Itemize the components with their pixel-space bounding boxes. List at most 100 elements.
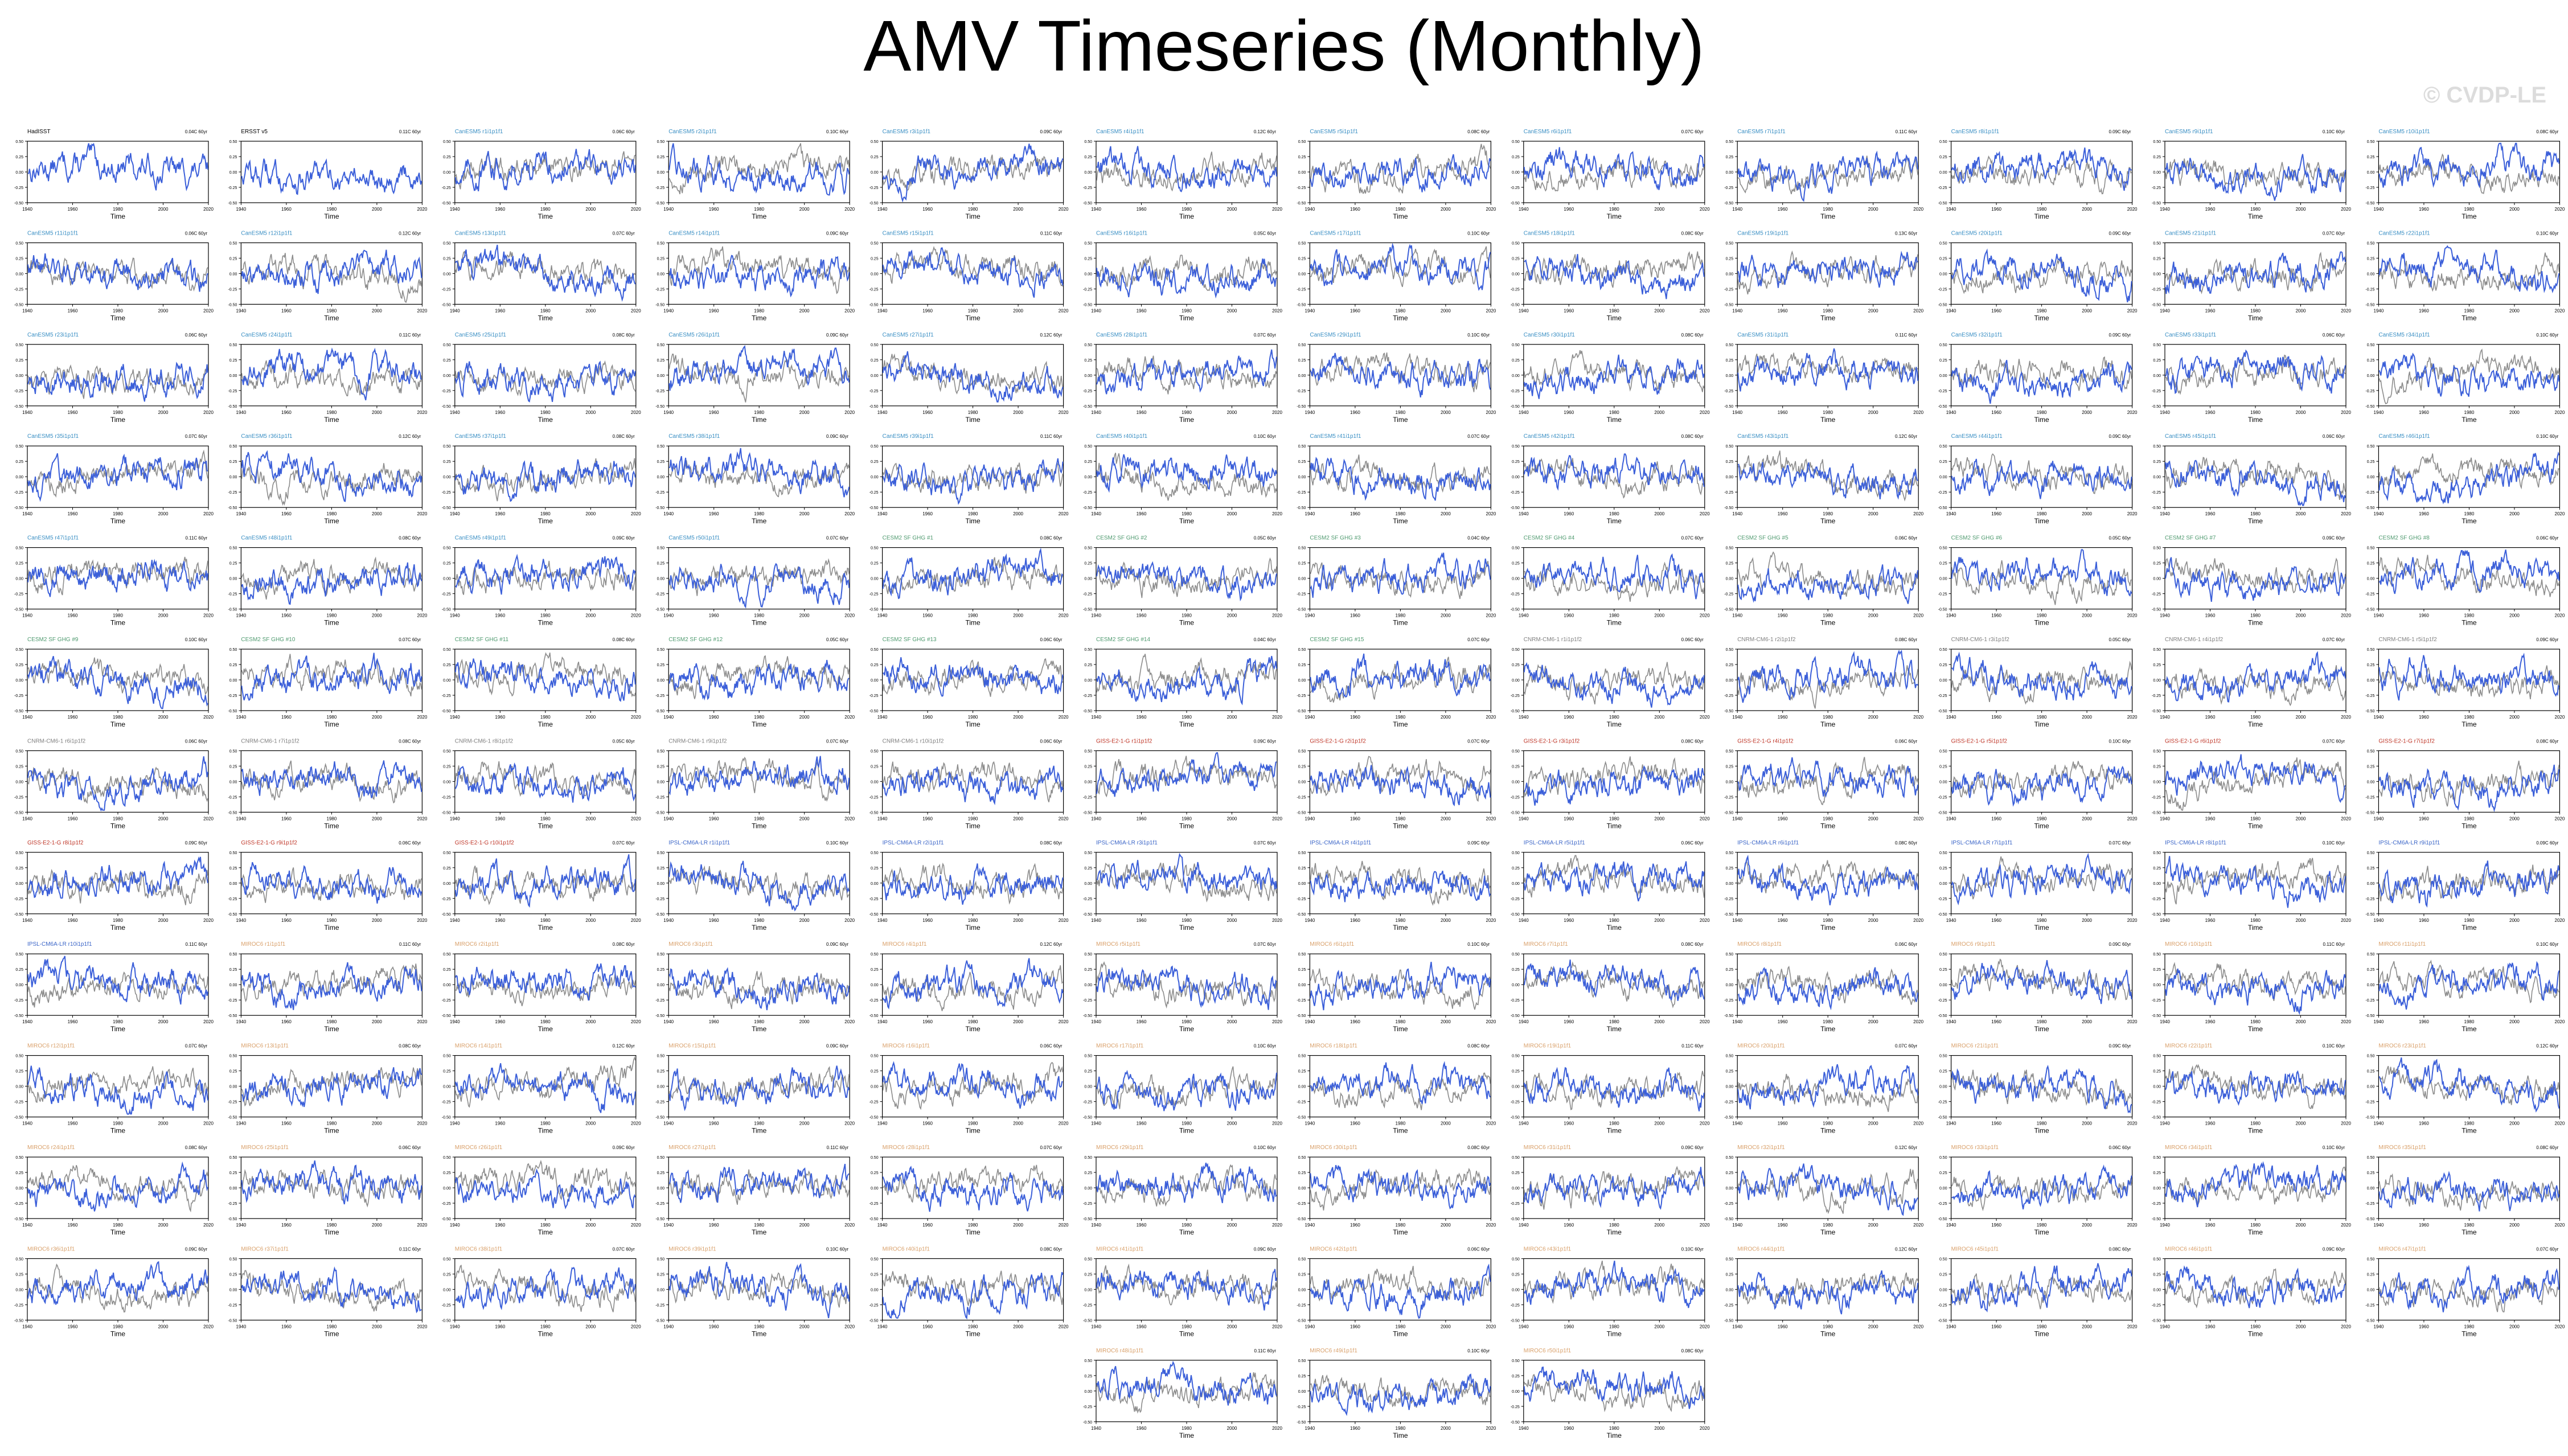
model-series-line xyxy=(882,1272,1064,1320)
panel-frame xyxy=(1523,141,1705,203)
x-tick-label: 2020 xyxy=(2127,207,2138,212)
y-tick-label: 0.00 xyxy=(443,374,451,378)
panel-stat: 0.11C 60yr xyxy=(1896,333,1918,338)
x-tick-label: 1940 xyxy=(450,613,460,618)
panel-title: MIROC6 r27i1p1f1 xyxy=(668,1145,716,1151)
y-tick-label: 0.50 xyxy=(443,241,451,245)
y-tick-label: -0.25 xyxy=(442,999,451,1003)
x-tick-label: 2020 xyxy=(1059,308,1069,313)
y-tick-label: 0.50 xyxy=(2367,851,2375,855)
x-tick-label: 2020 xyxy=(2127,1223,2138,1228)
panel-title: CanESM5 r8i1p1f1 xyxy=(1951,129,2000,135)
timeseries-panel: CanESM5 r37i1p1f1 0.08C 60yr0.500.250.00-… xyxy=(442,433,641,525)
x-tick-label: 2020 xyxy=(2555,207,2565,212)
y-tick-label: -0.50 xyxy=(14,202,23,206)
y-tick-label: 0.25 xyxy=(2367,1273,2375,1277)
y-tick-label: 0.00 xyxy=(1298,679,1306,683)
y-tick-label: 0.25 xyxy=(1298,1070,1306,1074)
timeseries-panel: CanESM5 r2i1p1f1 0.10C 60yr0.500.250.00-0… xyxy=(655,129,855,220)
y-tick-label: 0.50 xyxy=(1298,241,1306,245)
y-tick-label: -0.50 xyxy=(442,506,451,510)
x-tick-label: 1980 xyxy=(968,1019,978,1024)
timeseries-panel: MIROC6 r25i1p1f1 0.06C 60yr0.500.250.00-0… xyxy=(228,1145,427,1236)
x-tick-label: 2020 xyxy=(1059,816,1069,821)
y-tick-label: -0.25 xyxy=(1938,186,1947,190)
x-tick-label: 1980 xyxy=(1823,715,1833,720)
x-tick-label: 2000 xyxy=(372,1324,382,1329)
y-tick-label: -0.50 xyxy=(14,913,23,917)
y-tick-label: -0.25 xyxy=(2152,999,2161,1003)
y-tick-label: -0.50 xyxy=(228,202,237,206)
x-tick-label: 2000 xyxy=(585,1223,596,1228)
x-tick-label: 1960 xyxy=(1137,308,1147,313)
panel-title: CanESM5 r2i1p1f1 xyxy=(668,129,717,135)
x-tick-label: 2000 xyxy=(2296,715,2306,720)
y-tick-label: 0.25 xyxy=(2367,1070,2375,1074)
x-axis-label: Time xyxy=(324,619,339,627)
x-tick-label: 2000 xyxy=(1868,1121,1878,1126)
watermark: © CVDP-LE xyxy=(2423,83,2546,108)
model-series-line xyxy=(2165,154,2346,201)
y-tick-label: 0.00 xyxy=(229,983,237,987)
y-tick-label: -0.50 xyxy=(442,1319,451,1323)
y-tick-label: 0.00 xyxy=(15,1187,23,1191)
model-series-line xyxy=(1523,354,1705,399)
timeseries-panel: MIROC6 r46i1p1f1 0.09C 60yr0.500.250.00-0… xyxy=(2152,1246,2351,1338)
x-axis-label: Time xyxy=(538,924,553,932)
x-tick-label: 1960 xyxy=(1991,1019,2001,1024)
x-tick-label: 2020 xyxy=(1486,308,1496,313)
panel-stat: 0.11C 60yr xyxy=(185,536,207,541)
x-tick-label: 1960 xyxy=(2419,410,2429,415)
model-series-line xyxy=(27,142,208,191)
x-tick-label: 2000 xyxy=(585,1019,596,1024)
y-tick-label: 0.25 xyxy=(443,562,451,566)
y-tick-label: -0.50 xyxy=(1511,608,1520,612)
x-tick-label: 2020 xyxy=(631,207,641,212)
timeseries-panel: CESM2 SF GHG #6 0.05C 60yr0.500.250.00-0.… xyxy=(1938,535,2138,627)
y-tick-label: 0.50 xyxy=(2153,648,2161,652)
panel-title: MIROC6 r4i1p1f1 xyxy=(883,941,927,948)
x-axis-label: Time xyxy=(2462,720,2477,728)
y-tick-label: 0.25 xyxy=(15,359,23,363)
panel-title: MIROC6 r35i1p1f1 xyxy=(2378,1145,2426,1151)
timeseries-panel: CanESM5 r43i1p1f1 0.12C 60yr0.500.250.00-… xyxy=(1724,433,1923,525)
y-tick-label: 0.00 xyxy=(1726,374,1734,378)
panel-stat: 0.07C 60yr xyxy=(185,1044,207,1049)
x-tick-label: 1980 xyxy=(1823,613,1833,618)
x-axis-label: Time xyxy=(965,416,981,424)
x-tick-label: 2000 xyxy=(1868,1019,1878,1024)
x-tick-label: 2000 xyxy=(1227,1426,1237,1431)
panel-title: CanESM5 r6i1p1f1 xyxy=(1524,129,1572,135)
x-axis-label: Time xyxy=(2248,720,2263,728)
x-tick-label: 2000 xyxy=(158,715,169,720)
x-tick-label: 1980 xyxy=(540,207,551,212)
x-tick-label: 2020 xyxy=(1059,511,1069,516)
x-tick-label: 1940 xyxy=(1732,511,1742,516)
x-tick-label: 2000 xyxy=(2082,207,2092,212)
y-tick-label: -0.25 xyxy=(1297,999,1306,1003)
timeseries-panel: CanESM5 r18i1p1f1 0.08C 60yr0.500.250.00-… xyxy=(1511,230,1710,322)
x-tick-label: 2020 xyxy=(844,613,855,618)
y-tick-label: 0.25 xyxy=(443,765,451,769)
x-tick-label: 1960 xyxy=(709,613,719,618)
x-tick-label: 2000 xyxy=(1868,308,1878,313)
observed-series-line xyxy=(1737,1168,1918,1215)
x-tick-label: 1960 xyxy=(495,1324,505,1329)
model-series-line xyxy=(241,347,422,401)
x-tick-label: 1960 xyxy=(281,207,292,212)
x-axis-label: Time xyxy=(965,517,981,525)
y-tick-label: 0.25 xyxy=(1939,1273,1947,1277)
x-tick-label: 1940 xyxy=(1305,1426,1315,1431)
panel-title: MIROC6 r29i1p1f1 xyxy=(1096,1145,1144,1151)
x-tick-label: 2020 xyxy=(1700,1426,1710,1431)
panel-stat: 0.11C 60yr xyxy=(827,1145,849,1150)
x-tick-label: 1960 xyxy=(1350,816,1360,821)
observed-series-line xyxy=(2378,959,2560,1004)
y-tick-label: -0.50 xyxy=(1938,1014,1947,1018)
y-tick-label: -0.50 xyxy=(1511,202,1520,206)
y-tick-label: 0.25 xyxy=(229,968,237,972)
y-tick-label: 0.25 xyxy=(1084,155,1092,159)
x-axis-label: Time xyxy=(1607,1025,1622,1033)
y-tick-label: 0.25 xyxy=(443,257,451,261)
y-tick-label: -0.50 xyxy=(228,405,237,409)
